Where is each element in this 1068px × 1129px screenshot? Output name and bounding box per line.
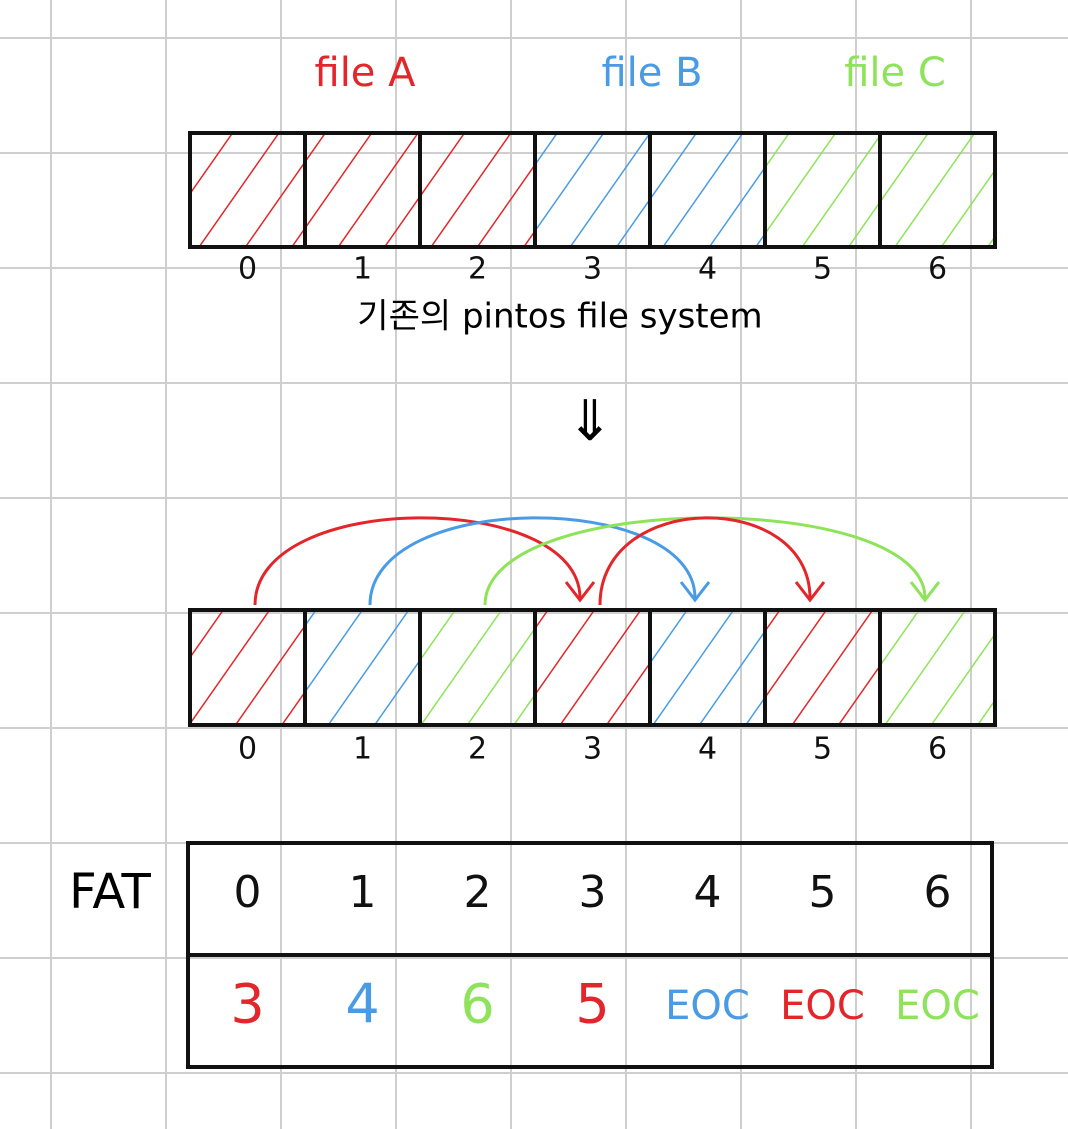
arrow-head (679, 581, 711, 603)
fat-entry: EOC (895, 983, 980, 1029)
block-index: 4 (698, 252, 717, 287)
file-label: file A (315, 50, 417, 96)
block (303, 608, 422, 727)
block-index: 3 (583, 252, 602, 287)
fat-entry: 4 (345, 973, 379, 1036)
fat-entry: EOC (665, 983, 750, 1029)
fat-index: 0 (234, 867, 262, 918)
link-arrow (483, 516, 927, 606)
fat-entry: EOC (780, 983, 865, 1029)
block-index: 6 (928, 732, 947, 767)
fat-entry: 6 (460, 973, 494, 1036)
block (418, 131, 537, 249)
file-label: file B (601, 50, 702, 96)
block (648, 608, 767, 727)
block (763, 608, 882, 727)
fat-index: 6 (924, 867, 952, 918)
fat-entry: 3 (230, 973, 264, 1036)
fat-entry: 5 (575, 973, 609, 1036)
block (763, 131, 882, 249)
caption: 기존의 pintos file system (357, 297, 762, 337)
file-label: file C (844, 50, 946, 96)
block (533, 608, 652, 727)
arrow-head (909, 581, 941, 603)
block (188, 608, 307, 727)
block (878, 608, 997, 727)
block (418, 608, 537, 727)
fat-index: 2 (464, 867, 492, 918)
block (188, 131, 307, 249)
arrow-head (794, 581, 826, 603)
block-index: 3 (583, 732, 602, 767)
block (533, 131, 652, 249)
link-arrow (598, 516, 812, 606)
link-arrow (253, 516, 582, 606)
block-index: 4 (698, 732, 717, 767)
block-index: 0 (238, 732, 257, 767)
block-index: 0 (238, 252, 257, 287)
fat-index: 1 (349, 867, 377, 918)
block (648, 131, 767, 249)
block-index: 1 (353, 252, 372, 287)
fat-index: 4 (694, 867, 722, 918)
block-index: 1 (353, 732, 372, 767)
down-arrow: ⇓ (567, 389, 614, 454)
fat-index: 3 (579, 867, 607, 918)
block-index: 5 (813, 252, 832, 287)
link-arrow (368, 516, 697, 606)
block (878, 131, 997, 249)
block-index: 6 (928, 252, 947, 287)
block-index: 2 (468, 732, 487, 767)
block-index: 5 (813, 732, 832, 767)
fat-title: FAT (69, 864, 151, 920)
fat-index: 5 (809, 867, 837, 918)
arrow-head (564, 581, 596, 603)
block (303, 131, 422, 249)
block-index: 2 (468, 252, 487, 287)
